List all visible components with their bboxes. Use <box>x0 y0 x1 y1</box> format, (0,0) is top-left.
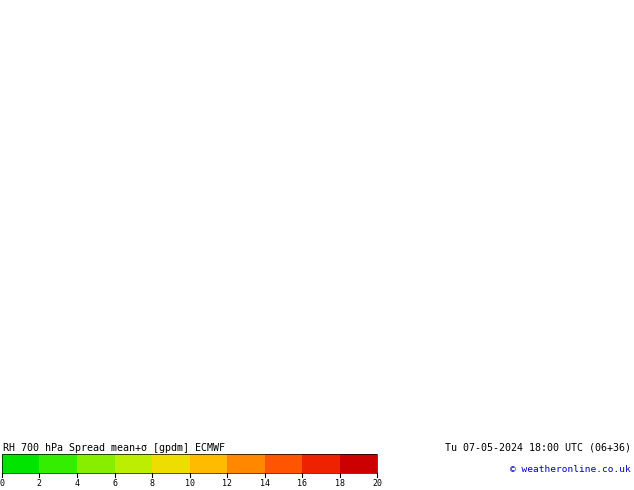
Bar <box>264 454 302 472</box>
Text: 12: 12 <box>222 479 232 488</box>
Text: 6: 6 <box>112 479 117 488</box>
Text: 10: 10 <box>184 479 195 488</box>
Text: 16: 16 <box>297 479 307 488</box>
Bar <box>77 454 115 472</box>
Bar <box>302 454 340 472</box>
Bar <box>2 454 39 472</box>
Text: 8: 8 <box>150 479 155 488</box>
Bar <box>115 454 152 472</box>
Text: 2: 2 <box>37 479 42 488</box>
Bar <box>340 454 377 472</box>
Text: 18: 18 <box>335 479 345 488</box>
Text: Tu 07-05-2024 18:00 UTC (06+36): Tu 07-05-2024 18:00 UTC (06+36) <box>445 442 631 452</box>
Bar <box>227 454 264 472</box>
Text: RH 700 hPa Spread mean+σ [gpdm] ECMWF: RH 700 hPa Spread mean+σ [gpdm] ECMWF <box>3 442 225 452</box>
Text: 0: 0 <box>0 479 4 488</box>
Bar <box>152 454 190 472</box>
Bar <box>39 454 77 472</box>
Bar <box>190 454 227 472</box>
Bar <box>2 454 377 472</box>
Text: 4: 4 <box>74 479 79 488</box>
Text: © weatheronline.co.uk: © weatheronline.co.uk <box>510 465 631 473</box>
Text: 20: 20 <box>372 479 382 488</box>
Text: 14: 14 <box>260 479 269 488</box>
